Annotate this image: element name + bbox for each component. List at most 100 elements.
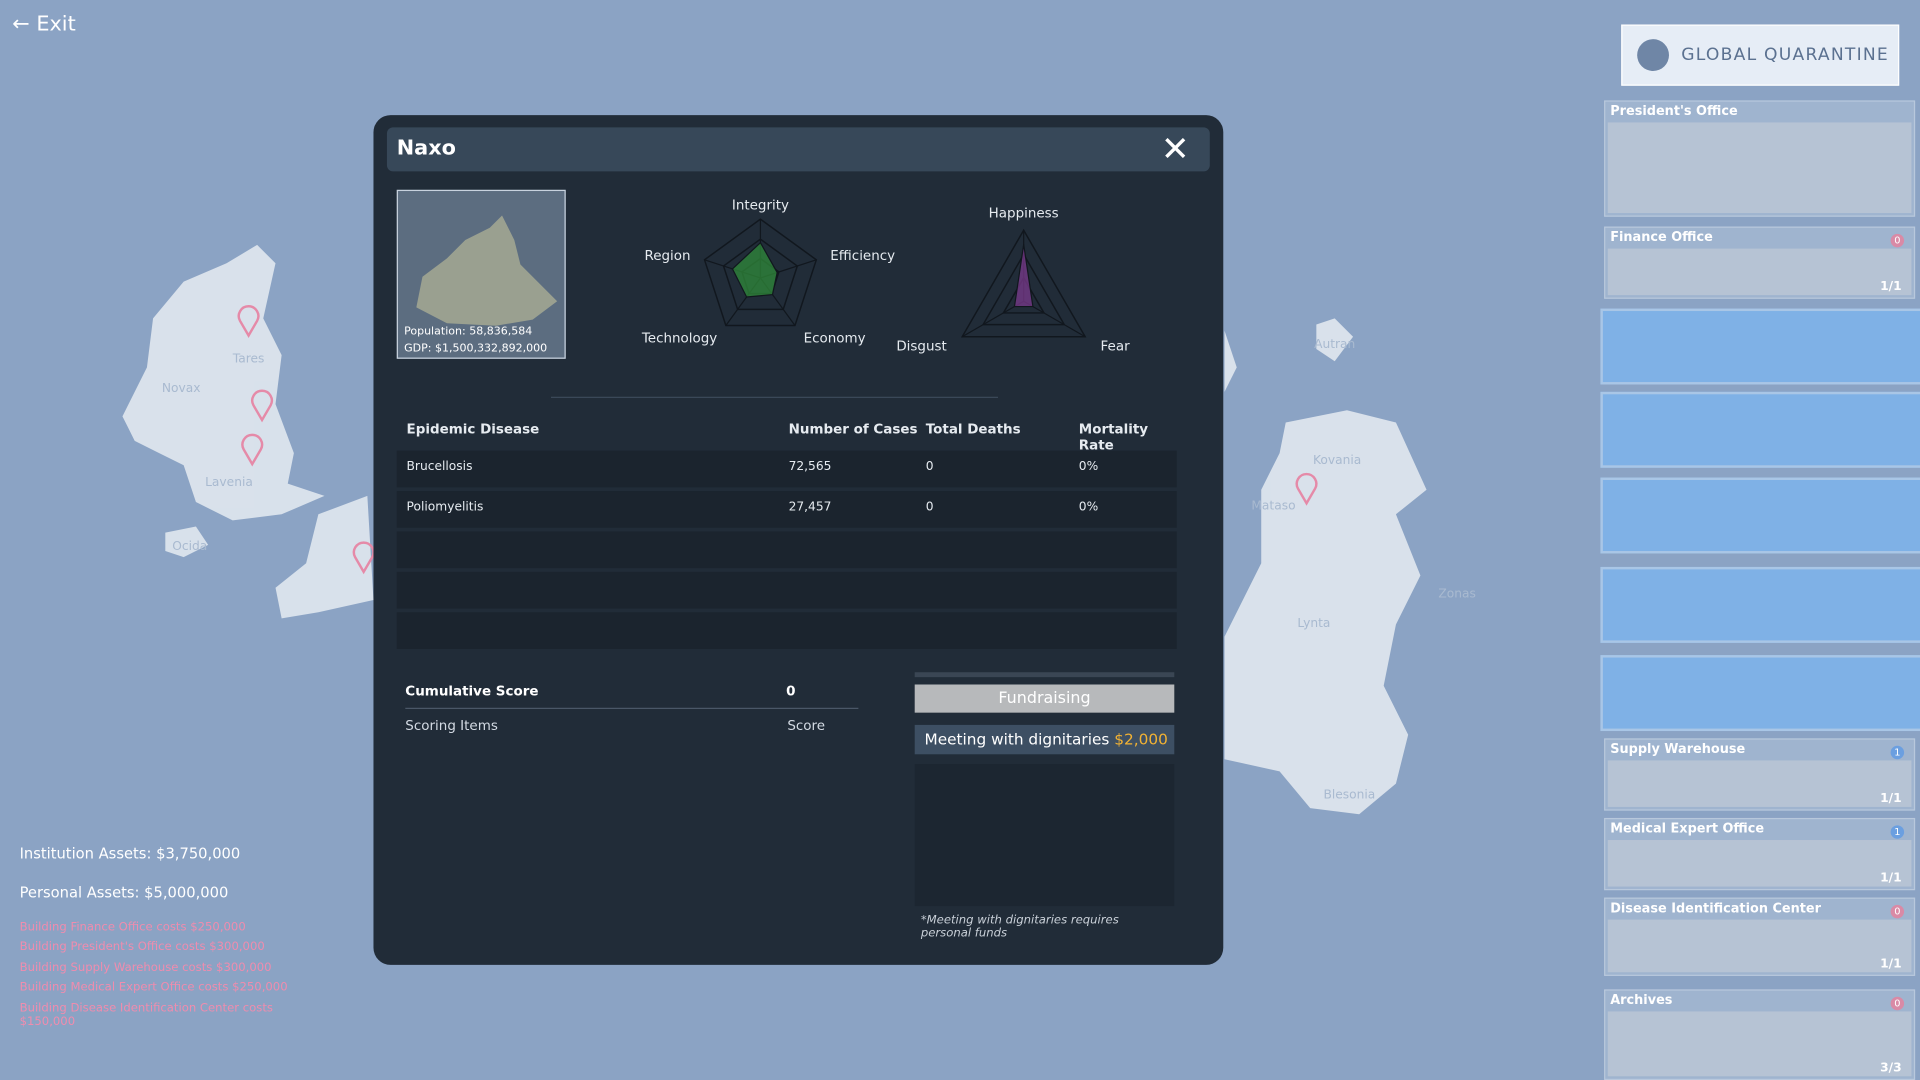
score-header: Scoring Items Score <box>405 718 858 734</box>
building-capacity: 1/1 <box>1880 957 1902 972</box>
radar-ring <box>960 228 1087 338</box>
map-label: Kovania <box>1313 453 1361 467</box>
empty-slot[interactable] <box>1600 566 1920 643</box>
radar-ring <box>981 252 1066 326</box>
table-cell: Brucellosis <box>406 460 473 474</box>
island <box>1224 410 1427 815</box>
tab-bar <box>914 672 1175 678</box>
building-room <box>1607 248 1912 296</box>
cost-list: Building Finance Office costs $250,000 Bu… <box>19 920 326 1029</box>
score-col-label: Score <box>787 717 826 734</box>
map-label: Blesonia <box>1323 787 1375 801</box>
table-row: Poliomyelitis 27,457 0 0% <box>396 491 1177 528</box>
map-label: Novax <box>162 381 201 395</box>
meeting-cost: $2,000 <box>1114 729 1168 749</box>
map-label: Lynta <box>1297 616 1330 630</box>
column-header: Mortality Rate <box>1078 421 1149 454</box>
cost-line: Building President's Office costs $300,0… <box>19 940 265 955</box>
building-capacity: 1/1 <box>1880 280 1902 294</box>
building-name: President's Office <box>1610 104 1738 119</box>
building-card[interactable]: President's Office <box>1604 100 1916 217</box>
disease-table: Epidemic Disease Number of Cases Total Dea… <box>396 414 1181 653</box>
institution-assets: Institution Assets: $3,750,000 <box>20 845 326 884</box>
table-cell: 0% <box>1078 460 1099 474</box>
map-pin <box>352 541 375 575</box>
building-badge: 0 <box>1890 233 1905 248</box>
radar-shape <box>1013 244 1034 308</box>
empty-slot[interactable] <box>1600 308 1920 385</box>
island <box>275 495 374 619</box>
empty-slot[interactable] <box>1600 477 1920 554</box>
label: Institution Assets: <box>19 844 152 863</box>
island <box>1224 330 1237 392</box>
table-cell: 0% <box>1078 500 1099 515</box>
exit-label: Exit <box>36 12 76 37</box>
radar-axis-label: Disgust <box>896 340 946 355</box>
close-button[interactable]: ✕ <box>1160 128 1190 169</box>
building-capacity: 1/1 <box>1880 871 1902 886</box>
column-header: Epidemic Disease <box>406 421 540 438</box>
table-header: Epidemic Disease Number of Cases Total Dea… <box>397 414 1181 454</box>
building-name: Disease Identification Center <box>1610 901 1821 916</box>
items-label: Scoring Items <box>405 717 498 734</box>
personal-assets: Personal Assets: $5,000,000 <box>20 884 326 921</box>
value: $5,000,000 <box>144 884 229 902</box>
island <box>1316 318 1354 362</box>
table-cell: Poliomyelitis <box>406 500 484 515</box>
table-row <box>396 612 1177 649</box>
radar-axis-label: Happiness <box>989 206 1059 221</box>
meeting-button[interactable]: Meeting with dignitaries $2,000 <box>914 724 1175 755</box>
button-label: GLOBAL QUARANTINE <box>1681 45 1889 65</box>
table-cell: 27,457 <box>788 500 832 515</box>
map-label: Autran <box>1314 337 1355 351</box>
action-area <box>914 764 1175 907</box>
map-label: Ocida <box>172 539 207 553</box>
fundraising-tab[interactable]: Fundraising <box>914 684 1175 713</box>
globe-icon <box>1637 39 1669 72</box>
table-row: Brucellosis 72,565 0 0% <box>396 450 1177 488</box>
building-card[interactable]: Disease Identification Center 0 1/1 <box>1604 897 1916 976</box>
radar-ring <box>722 238 799 311</box>
table-row <box>396 531 1177 569</box>
building-room <box>1607 122 1912 214</box>
cost-line: Building Disease Identification Center c… <box>19 1001 273 1029</box>
global-quarantine-button[interactable]: GLOBAL QUARANTINE <box>1621 24 1900 86</box>
radar-ring <box>1002 276 1046 314</box>
radar-axis-label: Efficiency <box>830 249 895 264</box>
radar-shape <box>731 241 778 298</box>
building-room <box>1607 919 1912 973</box>
radar-spoke <box>961 300 1024 338</box>
region-dialog: Naxo ✕ Population: 58,836,584 GDP: $1,50… <box>373 115 1224 965</box>
region-name: Naxo <box>396 135 456 161</box>
radar-axis-label: Economy <box>804 331 866 346</box>
gdp: GDP: $1,500,332,892,000 <box>404 342 548 356</box>
map-label: Mataso <box>1251 498 1295 512</box>
building-card[interactable]: Medical Expert Office 1 1/1 <box>1604 817 1916 891</box>
map-label: Lavenia <box>205 475 253 489</box>
building-card[interactable]: Supply Warehouse 1 1/1 <box>1604 738 1916 811</box>
island <box>165 526 209 558</box>
radar-axis-label: Region <box>644 249 690 264</box>
empty-slot[interactable] <box>1600 391 1920 468</box>
score-value: 0 <box>786 683 796 700</box>
population: Population: 58,836,584 <box>404 325 533 338</box>
exit-button[interactable]: ← Exit <box>12 12 76 37</box>
radar-spoke <box>1023 300 1086 338</box>
empty-slot[interactable] <box>1600 655 1920 732</box>
cost-line: Building Finance Office costs $250,000 <box>19 920 246 935</box>
island <box>122 244 325 521</box>
note: *Meeting with dignitaries requires perso… <box>920 913 1119 941</box>
building-name: Archives <box>1610 993 1673 1008</box>
building-name: Medical Expert Office <box>1610 821 1765 837</box>
building-card[interactable]: Finance Office 0 1/1 <box>1604 226 1916 299</box>
label: Personal Assets: <box>19 884 140 902</box>
score-label: Cumulative Score <box>405 683 539 700</box>
assets-panel: Institution Assets: $3,750,000 Personal … <box>19 845 326 1029</box>
table-cell: 72,565 <box>788 460 832 474</box>
radar-axis-label: Integrity <box>732 198 789 213</box>
radar-axis-label: Technology <box>641 331 717 346</box>
dialog-header: Naxo ✕ <box>386 127 1210 172</box>
building-badge: 0 <box>1890 996 1905 1011</box>
building-card[interactable]: Archives 0 3/3 <box>1604 989 1916 1080</box>
